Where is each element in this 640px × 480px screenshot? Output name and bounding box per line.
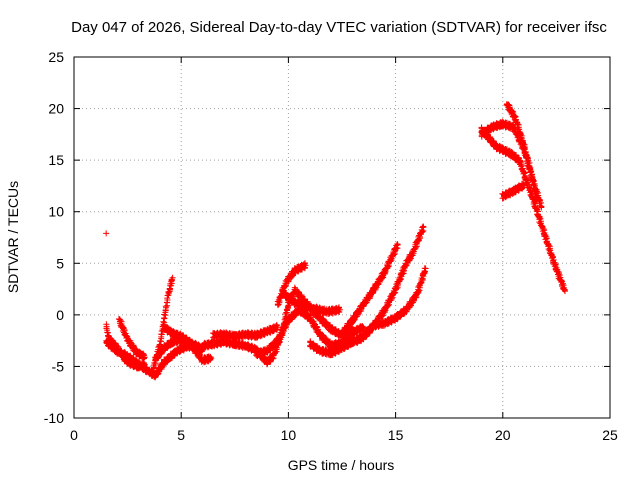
data-point [117, 317, 124, 324]
x-tick-label: 25 [602, 427, 618, 443]
data-points [103, 100, 568, 381]
y-tick-label: 25 [48, 49, 64, 65]
data-point [127, 339, 134, 346]
y-tick-label: -5 [52, 358, 65, 374]
data-point [169, 274, 176, 281]
y-tick-label: 10 [48, 204, 64, 220]
gridlines [74, 57, 610, 418]
data-point [141, 354, 148, 361]
data-point [141, 354, 148, 361]
y-tick-label: 5 [56, 255, 64, 271]
chart-title: Day 047 of 2026, Sidereal Day-to-day VTE… [71, 19, 607, 36]
data-point [208, 355, 215, 362]
data-point [161, 315, 168, 322]
y-tick-label: 0 [56, 307, 64, 323]
x-axis-label: GPS time / hours [288, 457, 395, 473]
x-tick-label: 20 [495, 427, 511, 443]
x-tick-label: 10 [281, 427, 297, 443]
x-tick-label: 15 [388, 427, 404, 443]
data-point [207, 353, 214, 360]
y-tick-label: 20 [48, 101, 64, 117]
y-axis-label: SDTVAR / TECUs [5, 181, 21, 293]
data-point [272, 349, 279, 356]
x-tick-label: 5 [177, 427, 185, 443]
data-point [158, 331, 165, 338]
y-tick-label: -10 [44, 410, 64, 426]
x-tick-label: 0 [70, 427, 78, 443]
y-tick-label: 15 [48, 152, 64, 168]
data-point [274, 324, 281, 331]
